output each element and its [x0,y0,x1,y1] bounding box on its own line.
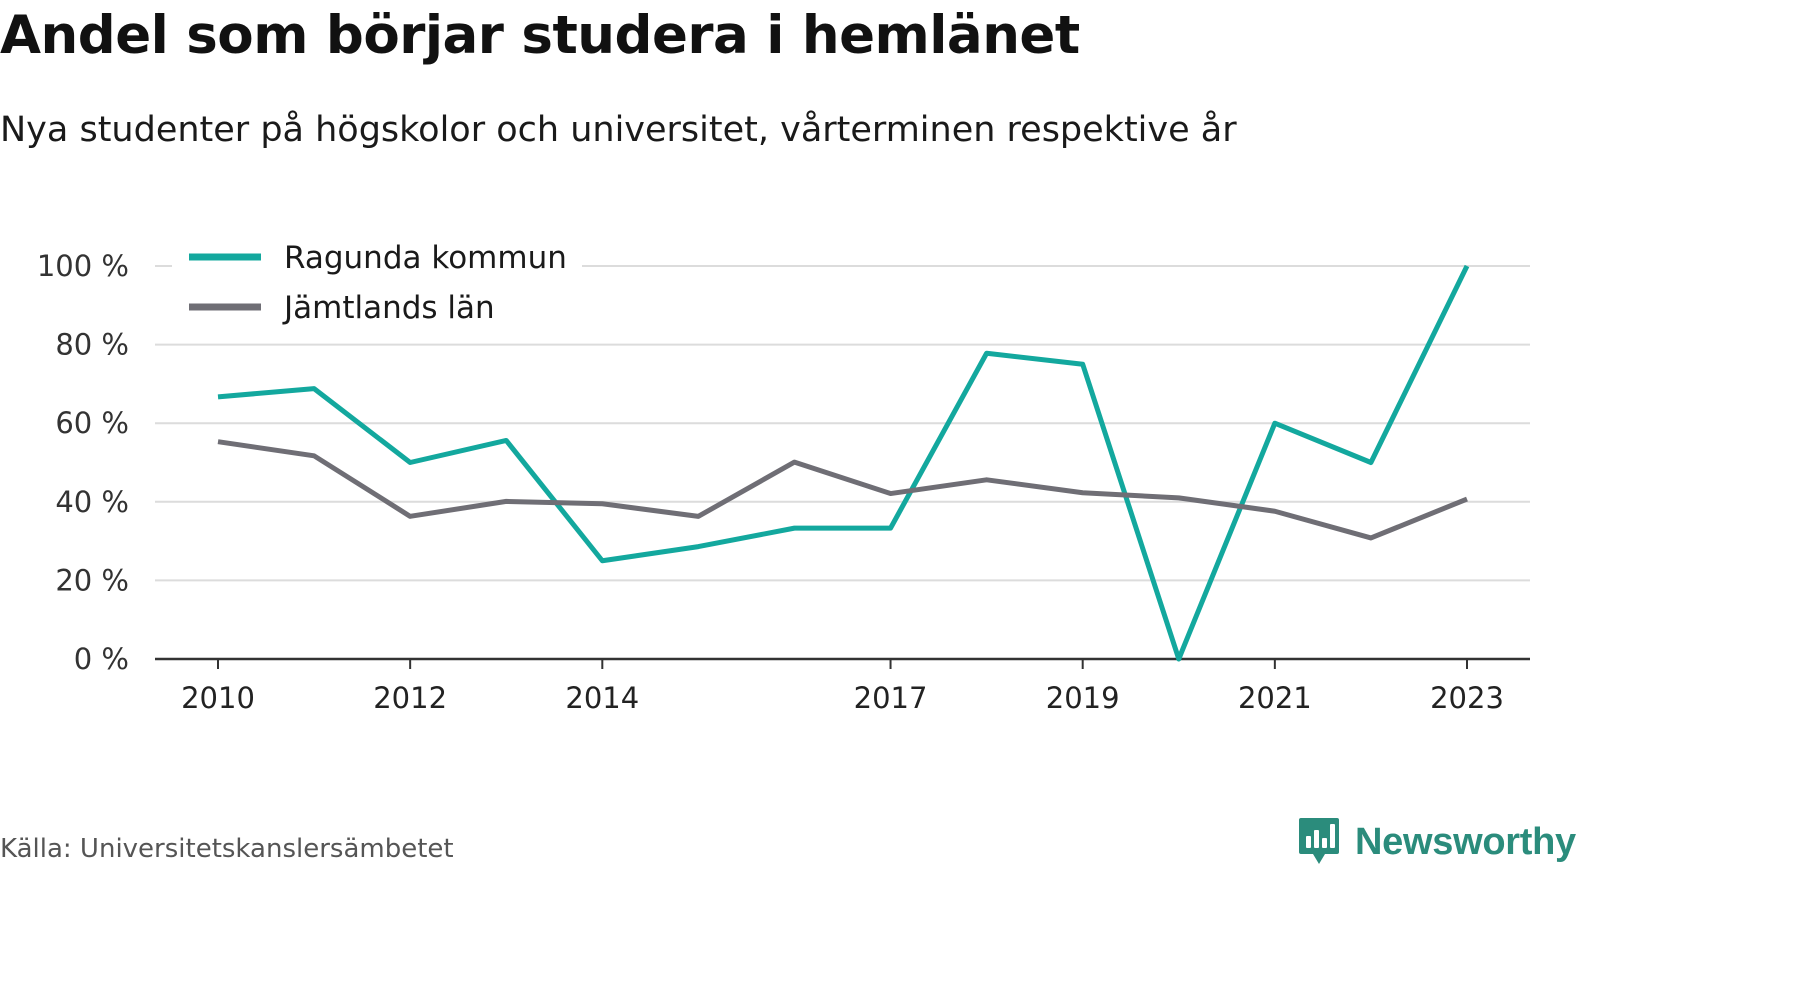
legend-background [172,232,582,332]
y-tick-label: 80 % [55,328,129,362]
series-line-ragunda [217,264,1470,662]
source-note: Källa: Universitetskanslersämbetet [0,834,454,864]
y-tick-label: 40 % [55,485,129,519]
x-tick-label: 2010 [181,681,255,715]
series-line-jamtland [217,439,1468,541]
x-tick-label: 2017 [854,681,928,715]
x-tick-label: 2023 [1430,681,1504,715]
x-tick-label: 2014 [565,681,639,715]
x-tick-label: 2019 [1046,681,1120,715]
newsworthy-logo: Newsworthy [1297,816,1576,868]
x-tick-label: 2012 [373,681,447,715]
brand-name: Newsworthy [1355,820,1576,863]
y-tick-label: 100 % [37,249,129,283]
legend: Ragunda kommun Jämtlands län [172,232,582,332]
series-lines [217,264,1470,662]
y-axis-ticks: 0 % 20 % 40 % 60 % 80 % 100 % [37,249,129,676]
legend-label: Jämtlands län [282,290,495,326]
x-tick-label: 2021 [1238,681,1312,715]
newsworthy-chart-icon [1299,818,1339,864]
y-tick-label: 20 % [55,563,129,597]
x-axis: 2010 2012 2014 2017 2019 2021 2023 [155,657,1530,715]
chart-subtitle: Nya studenter på högskolor och universit… [0,110,1237,150]
chart-title: Andel som börjar studera i hemlänet [0,5,1080,66]
line-chart: 0 %20 %40 %60 %80 %100 % 2010 2012 2014 201… [36,232,1530,715]
legend-label: Ragunda kommun [284,240,567,276]
y-tick-label: 0 % [74,642,129,676]
y-tick-label: 60 % [55,406,129,440]
